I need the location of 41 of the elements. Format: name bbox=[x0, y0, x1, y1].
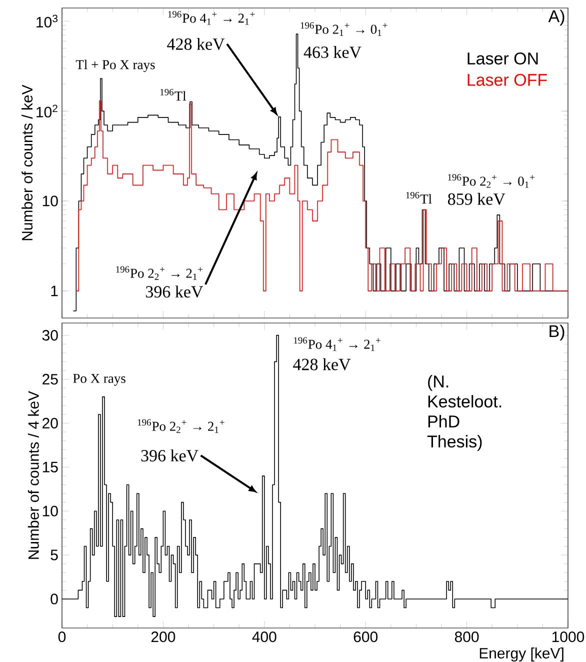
text: Laser OFF bbox=[468, 74, 547, 86]
annotation: $^{196}$Po 4$_{1}$$^{+}$ → 2$_{1}$+ bbox=[294, 337, 380, 351]
y-tick-label: 10 bbox=[42, 196, 58, 206]
y-tick-label: 20 bbox=[42, 418, 58, 428]
x-tick-label: 1000 bbox=[552, 632, 584, 642]
annotation: Tl + Po X rays bbox=[76, 60, 155, 72]
x-tick-label: 200 bbox=[151, 632, 176, 642]
y-tick-label: 0 bbox=[50, 594, 58, 604]
annotation: $^{196}$Po 2$_{2}$$^{+}$ → 2$_{1}$+ bbox=[138, 419, 224, 433]
annotation: 396 keV bbox=[141, 449, 198, 462]
annotation: A) bbox=[548, 10, 564, 26]
annotation: $^{196}$Tl bbox=[160, 88, 186, 100]
y-tick-label: 15 bbox=[42, 462, 58, 472]
y-tick-label: 10 bbox=[42, 506, 58, 516]
annotation: 859 keV bbox=[448, 192, 506, 205]
y-tick-label: 25 bbox=[42, 374, 58, 385]
annotation: $^{196}$Po 2$_{2}$$^{+}$ → 0$_{1}$+ bbox=[448, 174, 534, 188]
x-tick-label: 400 bbox=[252, 632, 276, 642]
annotation: $^{196}$Po 4$_{1}$$^{+}$ → 2$_{1}$+ bbox=[168, 11, 255, 25]
y-axis-title: Number of counts / 4 keV bbox=[28, 390, 39, 559]
y-tick-label: 10$^{3}$ bbox=[36, 14, 58, 28]
y-axis-title: Number of counts / keV bbox=[22, 84, 33, 240]
annotation: B) bbox=[550, 324, 564, 341]
annotation: 428 keV bbox=[293, 358, 351, 370]
annotation: 428 keV bbox=[167, 38, 225, 50]
x-tick-label: 800 bbox=[454, 632, 479, 642]
y-tick-label: 5 bbox=[50, 550, 58, 560]
annotation: 463 keV bbox=[304, 46, 362, 58]
annotation: $^{196}$Po 2$_{2}$$^{+}$ → 2$_{1}$+ bbox=[116, 266, 203, 280]
annotation: (N. Kesteloot. PhD Thesis) bbox=[427, 375, 502, 451]
y-tick-label: 10$^{2}$ bbox=[36, 104, 58, 118]
x-tick-label: 0 bbox=[58, 632, 66, 642]
annotation: Po X rays bbox=[73, 374, 126, 386]
annotation: $^{196}$Po 2$_{1}$$^{+}$ → 0$_{1}$+ bbox=[300, 22, 388, 36]
text: Laser ON bbox=[468, 52, 538, 65]
y-tick-label: 1 bbox=[51, 286, 58, 296]
x-axis-title: Energy [keV] bbox=[480, 648, 564, 662]
annotation: $^{196}$Tl bbox=[406, 192, 432, 204]
x-tick-label: 600 bbox=[354, 632, 378, 642]
y-tick-label: 30 bbox=[42, 330, 58, 341]
annotation: 396 keV bbox=[146, 286, 204, 298]
